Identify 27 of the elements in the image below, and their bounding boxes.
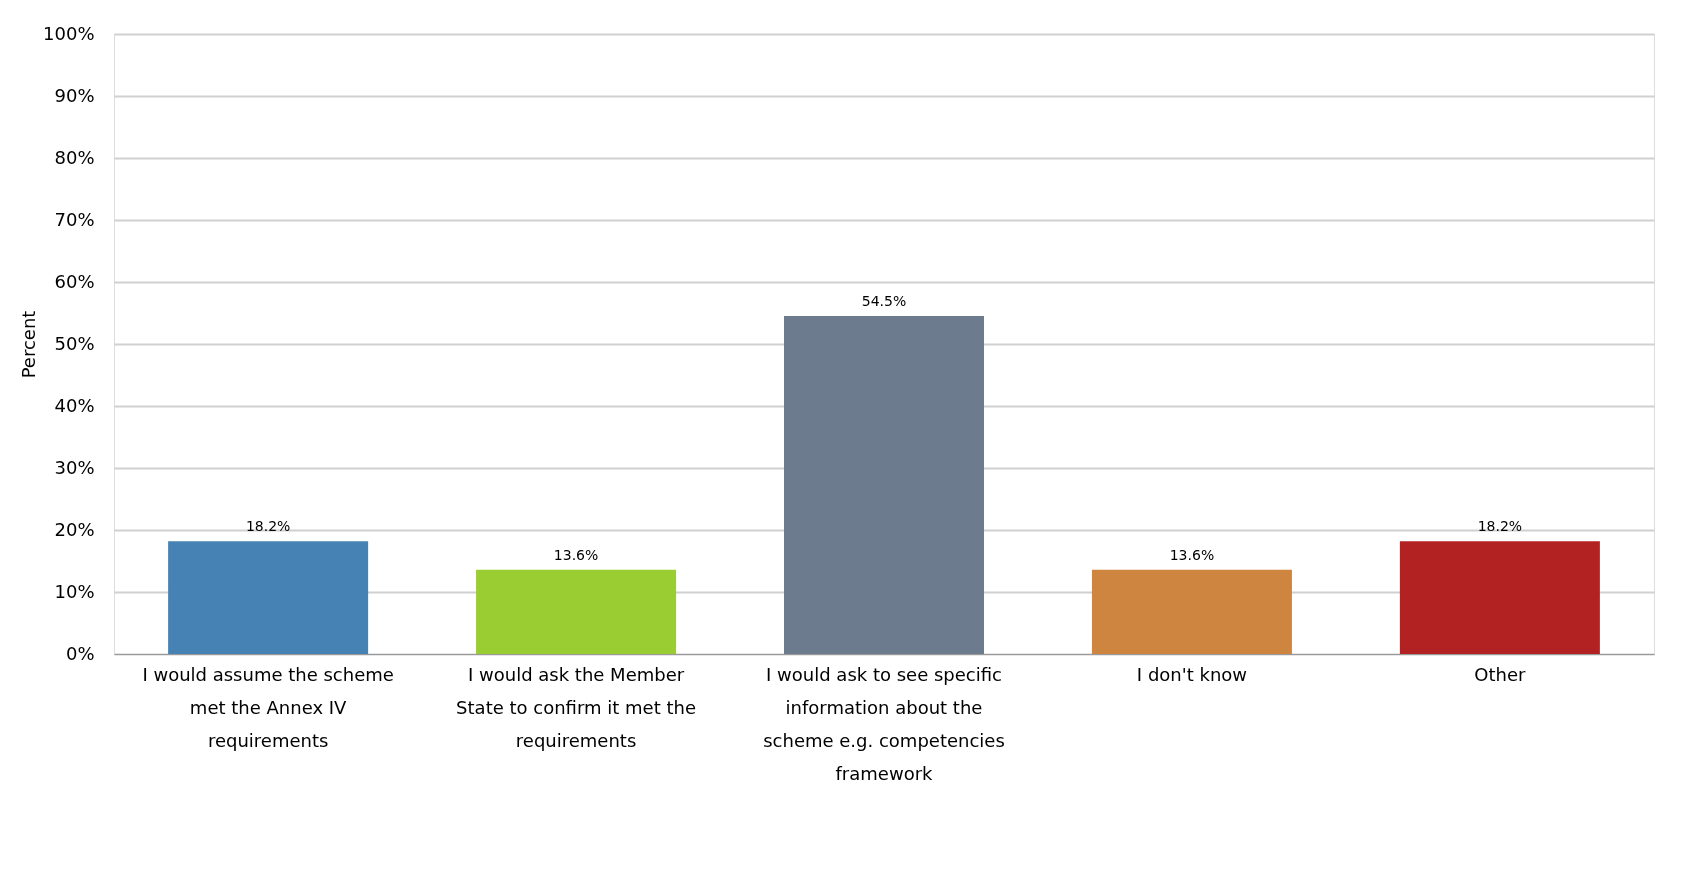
x-tick-label: I don't know [1136, 663, 1248, 685]
bar [1399, 541, 1600, 654]
data-label: 13.6% [553, 546, 599, 563]
bar [476, 569, 677, 654]
x-tick-label: Other [1474, 663, 1527, 685]
data-label: 18.2% [1477, 518, 1523, 535]
y-tick-label: 10% [54, 580, 95, 602]
x-tick-label: I would ask the Member State to confirm it met the requirements [456, 663, 696, 751]
y-tick-label: 30% [54, 456, 95, 478]
y-tick-label: 50% [54, 332, 95, 354]
y-tick-label: 100% [43, 22, 95, 44]
y-axis-title: Percent [18, 310, 40, 379]
bar [1091, 569, 1292, 654]
y-tick-label: 40% [54, 394, 95, 416]
data-label: 13.6% [1169, 546, 1215, 563]
x-tick-label: I would ask to see specific information about the scheme e.g. competencies framework [763, 663, 1005, 784]
y-tick-label: 80% [54, 146, 95, 168]
bar [168, 541, 369, 654]
y-tick-label: 20% [54, 518, 95, 540]
bar [784, 316, 984, 654]
y-tick-label: 90% [54, 84, 95, 106]
data-label: 18.2% [245, 518, 291, 535]
y-tick-label: 0% [65, 642, 95, 664]
y-tick-label: 70% [54, 208, 95, 230]
data-label: 54.5% [861, 293, 907, 310]
y-tick-label: 60% [54, 270, 95, 292]
x-tick-label: I would assume the scheme met the Annex IV requirements [142, 663, 394, 751]
